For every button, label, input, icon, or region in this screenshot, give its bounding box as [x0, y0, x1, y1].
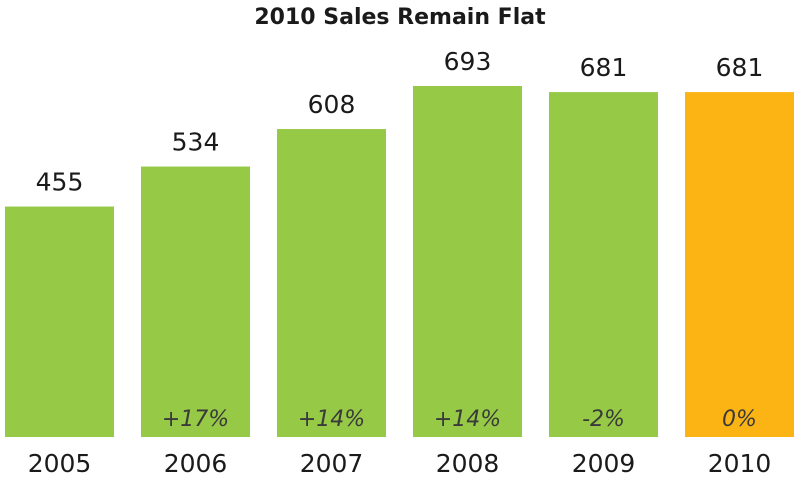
bar — [549, 92, 658, 438]
value-label: 534 — [172, 128, 220, 157]
change-label: +17% — [162, 407, 229, 432]
value-label: 455 — [36, 168, 84, 197]
chart-title: 2010 Sales Remain Flat — [254, 5, 546, 30]
change-label: 0% — [722, 407, 757, 432]
x-tick-label: 2009 — [572, 449, 636, 478]
bar — [141, 166, 250, 437]
x-tick-label: 2010 — [708, 449, 772, 478]
x-tick-label: 2005 — [28, 449, 92, 478]
value-label: 681 — [716, 53, 764, 82]
value-label: 608 — [308, 90, 356, 119]
bar — [685, 92, 794, 438]
change-label: -2% — [582, 407, 625, 432]
change-label: +14% — [298, 407, 365, 432]
x-tick-label: 2007 — [300, 449, 364, 478]
value-label: 693 — [444, 47, 492, 76]
bar — [413, 86, 522, 437]
bar — [277, 129, 386, 437]
bar — [5, 206, 114, 437]
change-label: +14% — [434, 407, 501, 432]
x-tick-label: 2008 — [436, 449, 500, 478]
value-label: 681 — [580, 53, 628, 82]
x-tick-label: 2006 — [164, 449, 228, 478]
